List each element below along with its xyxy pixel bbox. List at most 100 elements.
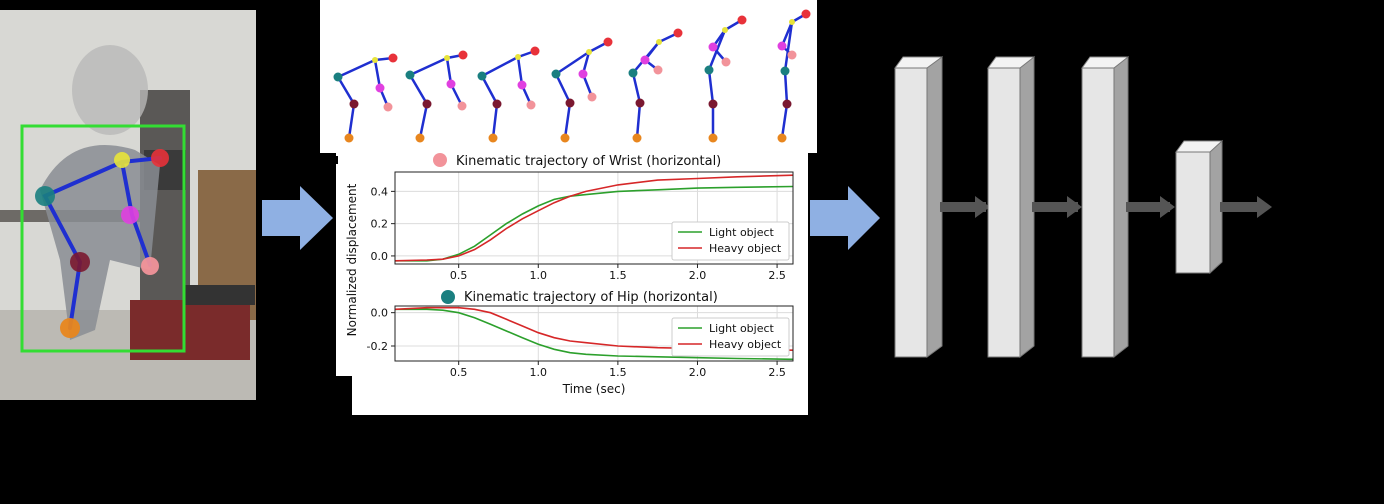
pose-elbow-joint xyxy=(777,41,787,51)
pose-ankle-joint xyxy=(632,133,642,143)
pose-hip-joint xyxy=(704,65,714,75)
wrist-y-tick-label: 0.0 xyxy=(371,250,389,263)
hip-chart-title: Kinematic trajectory of Hip (horizontal) xyxy=(464,290,718,305)
pose-head-joint xyxy=(603,37,613,47)
pose-elbow-joint xyxy=(446,79,456,89)
charts-background-lower xyxy=(352,370,808,415)
charts-panel: Kinematic trajectory of Wrist (horizonta… xyxy=(328,152,808,415)
pose-figure xyxy=(477,46,540,143)
elbow-keypoint xyxy=(121,206,139,224)
wrist-y-tick-label: 0.4 xyxy=(371,185,389,198)
pose-neck-joint xyxy=(586,49,592,55)
connector-out-head xyxy=(1257,196,1272,218)
hip-x-tick-label: 1.5 xyxy=(609,366,627,379)
wrist-legend-heavy-label: Heavy object xyxy=(709,242,782,255)
pose-head-joint xyxy=(458,50,468,60)
wrist-x-tick-label: 1.0 xyxy=(530,269,548,282)
pose-bone xyxy=(563,101,572,140)
person-head-blur xyxy=(72,45,148,135)
pose-knee-joint xyxy=(708,99,718,109)
hip-y-ticks: 0.0 -0.2 xyxy=(367,307,395,353)
pose-elbow-joint xyxy=(375,83,385,93)
pose-bone xyxy=(707,68,715,106)
pose-figure xyxy=(333,53,398,143)
pose-neck-joint xyxy=(656,39,662,45)
layer-block-4 xyxy=(1175,139,1223,275)
neck-keypoint xyxy=(114,152,130,168)
hip-x-ticks: 0.5 1.0 1.5 2.0 2.5 xyxy=(450,361,786,379)
hip-legend-heavy-label: Heavy object xyxy=(709,338,782,351)
layer-block-3-side xyxy=(1113,55,1129,359)
flow-arrow-1 xyxy=(262,186,333,250)
pose-neck-joint xyxy=(722,27,728,33)
wrist-y-tick-label: 0.2 xyxy=(371,218,389,231)
pose-head-joint xyxy=(737,15,747,25)
pose-elbow-joint xyxy=(708,42,718,52)
pose-ankle-joint xyxy=(777,133,787,143)
hip-legend: Light object Heavy object xyxy=(671,317,790,357)
pose-bone xyxy=(373,58,382,90)
pose-bone xyxy=(780,102,789,140)
connector-1 xyxy=(940,202,986,212)
y-axis-label: Normalized displacement xyxy=(345,183,359,336)
layer-block-1 xyxy=(894,56,943,358)
hip-x-tick-label: 2.0 xyxy=(689,366,707,379)
pose-knee-joint xyxy=(492,99,502,109)
pose-head-joint xyxy=(801,9,811,19)
pose-bone xyxy=(408,73,429,106)
wrist-x-tick-label: 2.0 xyxy=(689,269,707,282)
wrist-chart: Kinematic trajectory of Wrist (horizonta… xyxy=(371,153,794,282)
layer-block-4-face xyxy=(1175,151,1211,274)
pose-figure xyxy=(777,9,811,143)
pose-knee-joint xyxy=(782,99,792,109)
pose-knee-joint xyxy=(349,99,359,109)
pose-hip-joint xyxy=(551,69,561,79)
pose-knee-joint xyxy=(422,99,432,109)
pose-bone xyxy=(480,55,520,78)
pose-figure xyxy=(704,15,747,143)
wrist-x-tick-label: 2.5 xyxy=(768,269,786,282)
hip-x-tick-label: 0.5 xyxy=(450,366,468,379)
video-frame-panel xyxy=(0,10,256,400)
layer-block-3-face xyxy=(1081,67,1115,358)
layer-block-1-side xyxy=(926,56,943,358)
hip-keypoint xyxy=(35,186,55,206)
pose-sequence-panel xyxy=(320,0,817,153)
hip-y-tick-label: -0.2 xyxy=(367,340,388,353)
pose-ankle-joint xyxy=(560,133,570,143)
wrist-legend: Light object Heavy object xyxy=(671,221,790,261)
head-keypoint xyxy=(151,149,169,167)
pose-bone xyxy=(783,69,789,106)
pose-figure xyxy=(551,37,613,143)
cart-top xyxy=(185,285,255,305)
pose-bone xyxy=(336,58,377,79)
pose-head-joint xyxy=(388,53,398,63)
pose-wrist-joint xyxy=(457,101,467,111)
pose-wrist-joint xyxy=(526,100,536,110)
wrist-heavy-object-line xyxy=(394,174,794,262)
pose-bone xyxy=(408,56,449,77)
layer-block-2 xyxy=(987,55,1035,359)
pose-bone xyxy=(418,102,429,140)
pose-wrist-joint xyxy=(653,65,663,75)
pose-bone xyxy=(631,71,642,105)
layer-block-3 xyxy=(1081,55,1129,359)
network-panel xyxy=(894,55,1272,359)
flow-arrow-2 xyxy=(810,186,880,250)
pose-bone xyxy=(635,101,642,140)
wrist-title-marker xyxy=(433,153,447,167)
wrist-x-tick-label: 0.5 xyxy=(450,269,468,282)
pose-hip-joint xyxy=(477,71,487,81)
pose-ankle-joint xyxy=(344,133,354,143)
connector-3 xyxy=(1126,202,1170,212)
hip-y-tick-label: 0.0 xyxy=(371,307,389,320)
pose-wrist-joint xyxy=(587,92,597,102)
pose-neck-joint xyxy=(789,19,795,25)
pose-neck-joint xyxy=(372,57,378,63)
hip-light-object-line xyxy=(395,308,794,361)
pose-bone xyxy=(491,102,499,140)
pose-hip-joint xyxy=(628,68,638,78)
pose-ankle-joint xyxy=(708,133,718,143)
pose-bone xyxy=(516,55,524,87)
pose-hip-joint xyxy=(405,70,415,80)
